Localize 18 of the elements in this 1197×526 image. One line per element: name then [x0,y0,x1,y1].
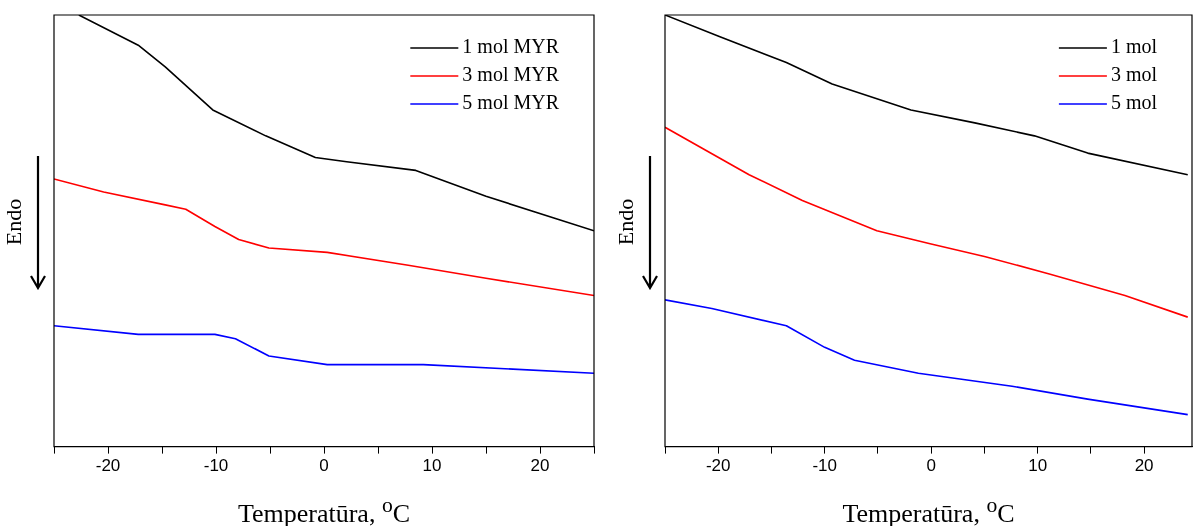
x-tick-label: 20 [530,456,550,476]
x-tick-label: -20 [95,456,121,476]
x-tick-label: 10 [422,456,442,476]
x-tick-label: 20 [1134,456,1154,476]
legend-label: 3 mol [1110,63,1158,86]
legend-label: 5 mol MYR [462,91,560,114]
x-tick-label: 0 [319,456,329,476]
legend-label: 5 mol [1110,91,1158,114]
x-tick-label: -10 [812,456,837,476]
x-tick-label: 10 [1028,456,1048,476]
text: Endo [613,197,638,248]
x-tick-label: -20 [705,456,731,476]
text: Endo [1,197,26,248]
legend-label: 1 mol MYR [462,35,560,58]
legend-label: 3 mol MYR [462,63,560,86]
x-tick-label: 0 [926,456,936,476]
x-tick-label: -10 [203,456,229,476]
legend-label: 1 mol [1110,35,1158,58]
